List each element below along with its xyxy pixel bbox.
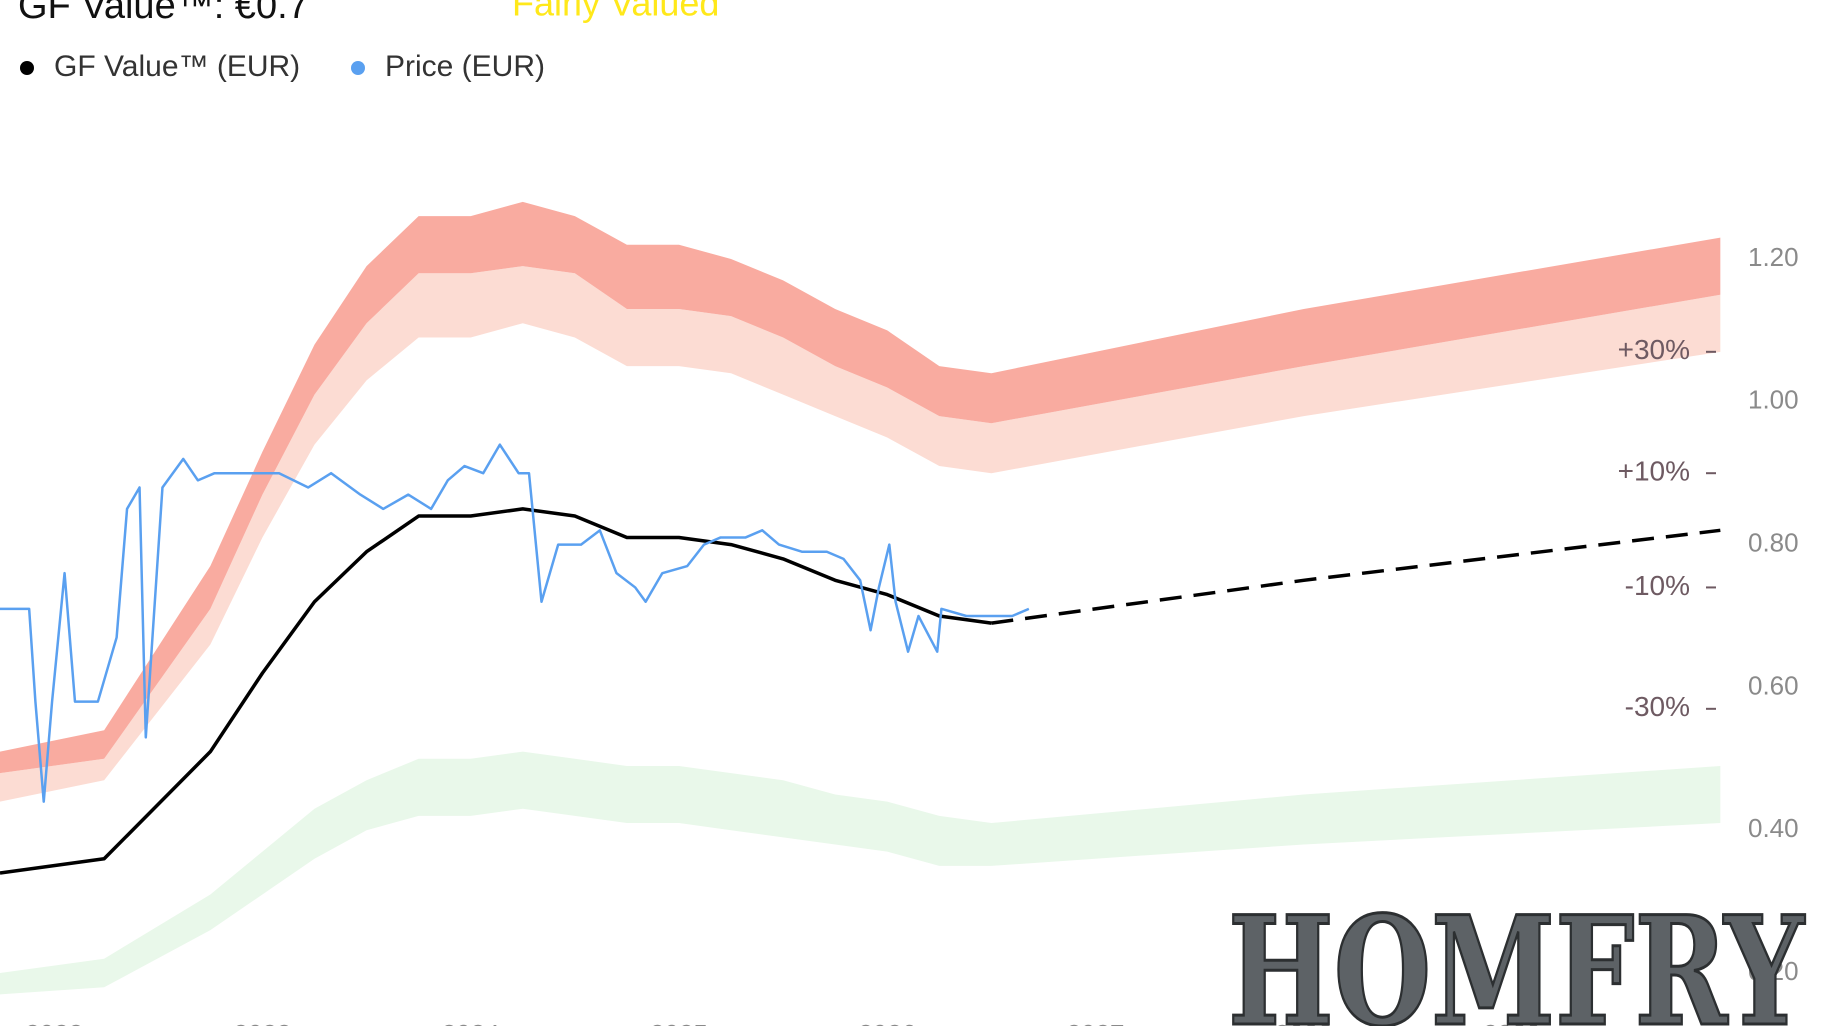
- margin-label: -30%: [1625, 691, 1690, 722]
- valuation-band: [0, 201, 1721, 774]
- x-tick-label: 2027: [1067, 1019, 1125, 1026]
- y-tick-label: 1.00: [1748, 385, 1799, 415]
- status: Fairly Valued: [512, 0, 719, 24]
- x-tick-label: 2023: [234, 1019, 292, 1026]
- gf-value-line: [991, 528, 1721, 625]
- margin-label: +30%: [1618, 334, 1690, 365]
- y-tick-label: 1.20: [1748, 242, 1799, 272]
- legend-label: Price (EUR): [385, 50, 545, 83]
- x-tick-label: 2025: [650, 1019, 708, 1026]
- x-tick-label: 2028: [1275, 1019, 1333, 1026]
- legend-dot: [20, 61, 34, 75]
- plot: 0.20 0.40 0.60 0.80 1.00 1.20 +30% +10% -10% -30%…: [0, 201, 1799, 1026]
- valuation-band: [0, 751, 1721, 995]
- y-tick-label: 0.20: [1748, 956, 1799, 986]
- legend-label: GF Value™ (EUR): [54, 50, 300, 83]
- x-tick-label: 2022: [25, 1019, 83, 1026]
- valuation-band: [0, 266, 1721, 802]
- margin-label: +10%: [1618, 456, 1690, 487]
- legend-dot: [351, 61, 365, 75]
- y-tick-label: 0.80: [1748, 527, 1799, 557]
- watermark: HOMFRY: [1228, 884, 1805, 1026]
- price-line: [0, 443, 1030, 803]
- y-tick-label: 0.60: [1748, 670, 1799, 700]
- gf-value-line: [0, 507, 992, 875]
- y-tick-label: 0.40: [1748, 813, 1799, 843]
- x-tick-label: 2029: [1483, 1019, 1541, 1026]
- x-tick-label: 2024: [442, 1019, 500, 1026]
- chart-title: GF Value™: €0.7: [18, 0, 309, 27]
- margin-label: -10%: [1625, 570, 1690, 601]
- x-tick-label: 2026: [858, 1019, 916, 1026]
